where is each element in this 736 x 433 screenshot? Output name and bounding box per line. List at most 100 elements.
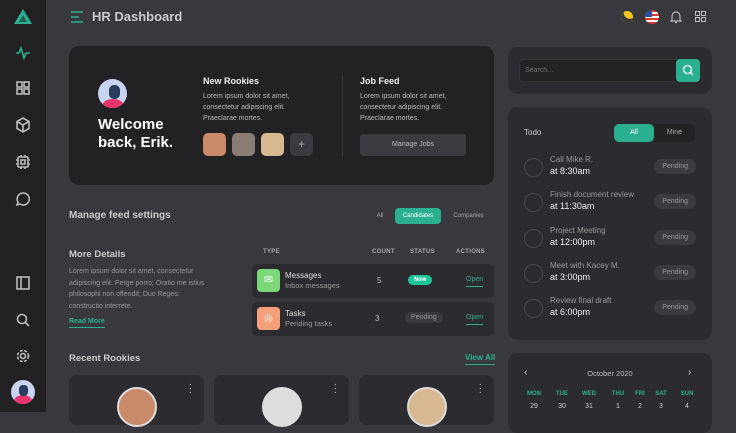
status-badge: New — [408, 275, 433, 285]
todo-title: Todo — [524, 128, 542, 137]
moon-icon[interactable] — [619, 9, 635, 25]
logo-icon[interactable] — [13, 8, 33, 25]
open-link[interactable]: Open — [466, 314, 484, 325]
grid-icon[interactable] — [15, 80, 31, 96]
menu-icon[interactable] — [71, 11, 84, 23]
row-title: Tasks — [285, 309, 306, 318]
todo-item: Review final draft at 6:00pm Pending — [524, 296, 696, 326]
todo-checkbox[interactable] — [524, 264, 543, 283]
todo-tab-mine[interactable]: Mine — [666, 129, 683, 136]
weekday-label: FRI — [635, 391, 645, 397]
todo-item-time: at 12:00pm — [550, 237, 596, 247]
bell-icon[interactable] — [670, 10, 682, 24]
calendar-day[interactable]: 29 — [530, 403, 538, 410]
todo-tab-all[interactable]: All — [614, 124, 654, 142]
weekday-label: SUN — [680, 391, 694, 397]
weekday-label: WED — [582, 391, 596, 397]
divider — [342, 76, 343, 156]
activity-icon[interactable] — [15, 45, 31, 61]
rookie-card[interactable]: · · · — [214, 375, 349, 427]
more-details-title: More Details — [69, 249, 126, 260]
message-icon[interactable] — [15, 191, 31, 207]
column-header-status: STATUS — [410, 249, 435, 255]
more-options-icon[interactable]: · · · — [333, 379, 337, 398]
todo-item-time: at 3:00pm — [550, 272, 591, 282]
calendar-day[interactable]: 30 — [558, 403, 566, 410]
feed-tab-candidates[interactable]: Candidates — [395, 208, 441, 224]
todo-checkbox[interactable] — [524, 229, 543, 248]
status-badge: Pending — [654, 265, 696, 280]
rookie-photo[interactable] — [261, 133, 284, 156]
column-header-actions: ACTIONS — [456, 249, 486, 255]
weekday-label: THU — [611, 391, 625, 397]
panel-icon[interactable] — [15, 275, 31, 291]
view-all-link[interactable]: View All — [465, 353, 496, 365]
add-rookie-button[interactable]: + — [290, 133, 313, 156]
manage-jobs-button[interactable]: Manage Jobs — [360, 134, 466, 156]
status-badge: Pending — [654, 159, 696, 174]
more-details-text: Lorem ipsum dolor sit amet, consectetur … — [69, 268, 205, 310]
todo-item-title: Finish document review — [550, 190, 635, 199]
calendar-day[interactable]: 3 — [659, 403, 663, 410]
todo-item-title: Meet with Kacey M. — [550, 261, 620, 270]
rookie-photo[interactable] — [232, 133, 255, 156]
calendar-next-button[interactable]: › — [688, 367, 692, 378]
feed-tab-all[interactable]: All — [376, 213, 384, 219]
calendar-prev-button[interactable]: ‹ — [524, 367, 528, 378]
todo-item: Meet with Kacey M. at 3:00pm Pending — [524, 261, 696, 291]
status-badge: Pending — [654, 300, 696, 315]
user-avatar — [98, 79, 127, 108]
page-title: HR Dashboard — [92, 9, 183, 24]
calendar-day[interactable]: 4 — [685, 403, 689, 410]
us-flag-icon[interactable] — [645, 10, 659, 24]
open-link[interactable]: Open — [466, 276, 484, 287]
todo-item-time: at 8:30am — [550, 166, 591, 176]
envelope-icon: ✉ — [257, 269, 280, 292]
new-rookies-text: Lorem ipsum dolor sit amet, consectetur … — [203, 93, 290, 122]
rookie-card[interactable]: · · · — [359, 375, 494, 427]
row-subtitle: Pending tasks — [285, 319, 333, 328]
table-row: ✉ Messages Inbox messages 5 New Open — [252, 264, 494, 298]
rookie-photo — [407, 387, 447, 427]
more-options-icon[interactable]: · · · — [478, 379, 482, 398]
weekday-label: SAT — [655, 391, 667, 397]
cpu-icon[interactable] — [15, 154, 31, 170]
rookie-card[interactable]: · · · — [69, 375, 204, 427]
todo-checkbox[interactable] — [524, 193, 543, 212]
calendar-month: October 2020 — [587, 369, 633, 378]
rookie-photo[interactable] — [203, 133, 226, 156]
search-icon[interactable] — [15, 312, 31, 328]
table-row: ◎ Tasks Pending tasks 3 Pending Open — [252, 302, 494, 336]
welcome-card: Welcome back, Erik. New Rookies Lorem ip… — [69, 46, 494, 185]
read-more-link[interactable]: Read More — [69, 318, 105, 328]
row-subtitle: Inbox messages — [285, 281, 340, 290]
calendar-day[interactable]: 2 — [638, 403, 642, 410]
search-input[interactable] — [519, 59, 689, 82]
todo-checkbox[interactable] — [524, 299, 543, 318]
check-circle-icon: ◎ — [257, 307, 280, 330]
new-rookies-title: New Rookies — [203, 76, 260, 86]
search-icon — [682, 64, 694, 76]
calendar-day[interactable]: 1 — [616, 403, 620, 410]
avatar[interactable] — [11, 380, 35, 404]
todo-item-time: at 6:00pm — [550, 307, 591, 317]
column-header-type: TYPE — [263, 249, 280, 255]
status-badge: Pending — [654, 230, 696, 245]
box-icon[interactable] — [15, 117, 31, 133]
weekday-label: TUE — [556, 391, 568, 397]
search-card — [508, 47, 712, 94]
todo-item: Project Meeting at 12:00pm Pending — [524, 226, 696, 256]
welcome-heading: Welcome back, Erik. — [98, 116, 174, 151]
job-feed-text: Lorem ipsum dolor sit amet, consectetur … — [360, 93, 447, 122]
todo-item-title: Review final draft — [550, 296, 612, 305]
rookie-photo — [262, 387, 302, 427]
todo-item: Call Mike R. at 8:30am Pending — [524, 155, 696, 185]
more-options-icon[interactable]: · · · — [188, 379, 192, 398]
apps-icon[interactable] — [695, 11, 706, 22]
search-button[interactable] — [676, 59, 700, 82]
feed-settings-title: Manage feed settings — [69, 210, 171, 221]
todo-checkbox[interactable] — [524, 158, 543, 177]
calendar-day[interactable]: 31 — [585, 403, 593, 410]
gear-icon[interactable] — [15, 348, 31, 364]
feed-tab-companies[interactable]: Companies — [453, 213, 484, 219]
